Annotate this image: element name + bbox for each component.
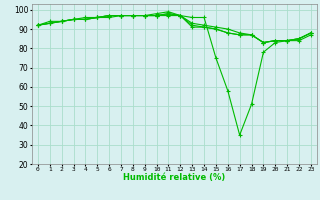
X-axis label: Humidité relative (%): Humidité relative (%) (123, 173, 226, 182)
